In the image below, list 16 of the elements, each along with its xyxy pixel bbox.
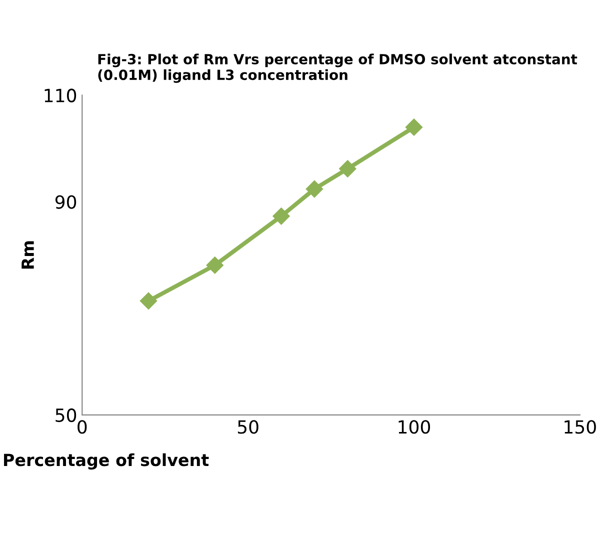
point	[306, 180, 323, 198]
y-tick-label: 90	[55, 195, 76, 209]
x-tick-label: 100	[398, 420, 430, 434]
x-tick-label: 50	[238, 420, 258, 434]
x-axis-title: Percentage of solvent	[4, 453, 209, 470]
point	[206, 256, 224, 274]
chart-title: Fig-3: Plot of Rm Vrs percentage of DMSO solvent atconstant (0.01M) ligand L3 concentration	[98, 54, 578, 83]
point	[272, 208, 290, 225]
x-tick-label: 0	[78, 420, 87, 434]
point	[140, 292, 158, 310]
y-tick-label: 110	[44, 88, 76, 102]
point	[339, 160, 356, 178]
point	[405, 118, 423, 136]
x-tick-label: 150	[564, 420, 596, 434]
y-tick-label: 50	[56, 408, 76, 422]
y-axis-title: Rm	[22, 241, 34, 269]
